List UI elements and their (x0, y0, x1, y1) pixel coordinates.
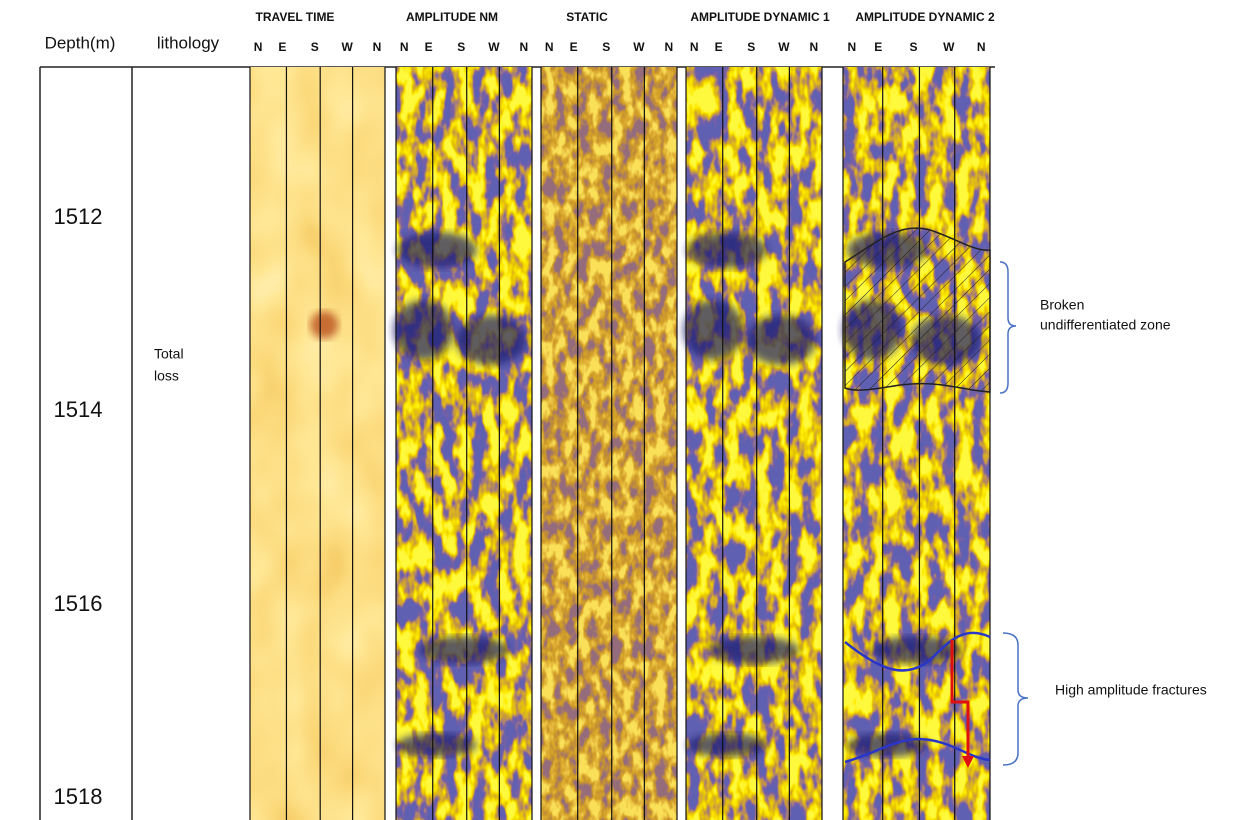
fracture-trace (844, 737, 991, 764)
image-track: AMPLITUDE DYNAMIC 1 N E S W N (683, 10, 830, 820)
depth-label: 1518 (54, 784, 103, 809)
borehole-image (250, 67, 385, 820)
dark-patch (310, 311, 339, 339)
azimuth-label: N (254, 40, 263, 54)
depth-labels: 1512 1514 1516 1518 (54, 204, 103, 809)
azimuth-label: W (943, 40, 955, 54)
image-track: STATIC N E S W N (540, 10, 678, 820)
dark-patch (456, 315, 527, 365)
annotation: High amplitude fractures (1055, 682, 1207, 698)
azimuth-label: N (373, 40, 382, 54)
annotation: Broken (1040, 297, 1084, 313)
image-track: TRAVEL TIME N E S W N (249, 10, 386, 820)
lithology-note: Total (154, 346, 184, 362)
fracture-trace (844, 631, 991, 672)
azimuth-label: N (665, 40, 674, 54)
azimuth-label: E (715, 40, 723, 54)
interpretation: Broken undifferentiated zone High amplit… (844, 227, 1207, 768)
depth-header: Depth(m) (45, 33, 116, 52)
azimuth-label: N (545, 40, 554, 54)
lithology-header: lithology (157, 33, 220, 52)
dark-patch (709, 636, 799, 664)
azimuth-label: N (810, 40, 819, 54)
dark-patch (686, 232, 767, 268)
track-title: AMPLITUDE DYNAMIC 1 (690, 10, 830, 24)
dark-patch (871, 636, 962, 664)
borehole-image (686, 67, 822, 820)
bracket (999, 261, 1017, 394)
arrow-head (962, 756, 974, 768)
tracks: TRAVEL TIME N E S W N AMPLITUDE NM N E S W N STATIC N… (249, 10, 995, 820)
bracket (1002, 632, 1029, 766)
dark-patch (419, 636, 509, 664)
azimuth-label: S (910, 40, 918, 54)
dark-patch (396, 733, 477, 757)
azimuth-label: E (425, 40, 433, 54)
borehole-image (541, 67, 677, 820)
track-title: TRAVEL TIME (256, 10, 335, 24)
azimuth-label: W (633, 40, 645, 54)
azimuth-label: E (874, 40, 882, 54)
annotation: undifferentiated zone (1040, 317, 1171, 333)
dark-patch (396, 232, 477, 268)
depth-label: 1514 (54, 397, 103, 422)
azimuth-label: S (457, 40, 465, 54)
depth-label: 1516 (54, 591, 103, 616)
borehole-image (843, 67, 990, 820)
track-title: AMPLITUDE DYNAMIC 2 (855, 10, 995, 24)
azimuth-label: S (311, 40, 319, 54)
azimuth-label: N (400, 40, 409, 54)
track-title: AMPLITUDE NM (406, 10, 498, 24)
dark-patch (686, 733, 767, 757)
azimuth-label: S (747, 40, 755, 54)
borehole-image (396, 67, 532, 820)
azimuth-label: W (778, 40, 790, 54)
displacement-arrow (950, 640, 970, 760)
azimuth-label: N (690, 40, 699, 54)
image-track: AMPLITUDE NM N E S W N (393, 10, 533, 820)
azimuth-label: N (520, 40, 529, 54)
azimuth-label: W (488, 40, 500, 54)
azimuth-label: N (847, 40, 856, 54)
image-track: AMPLITUDE DYNAMIC 2 N E S W N (842, 10, 995, 820)
azimuth-label: S (602, 40, 610, 54)
azimuth-label: W (342, 40, 354, 54)
lithology-note: loss (154, 368, 179, 384)
dark-patch (683, 300, 744, 360)
azimuth-label: E (278, 40, 286, 54)
depth-label: 1512 (54, 204, 103, 229)
azimuth-label: N (977, 40, 986, 54)
dark-patch (746, 315, 817, 365)
track-title: STATIC (566, 10, 608, 24)
dark-patch (393, 300, 454, 360)
azimuth-label: E (570, 40, 578, 54)
hatched-zone (844, 227, 991, 393)
